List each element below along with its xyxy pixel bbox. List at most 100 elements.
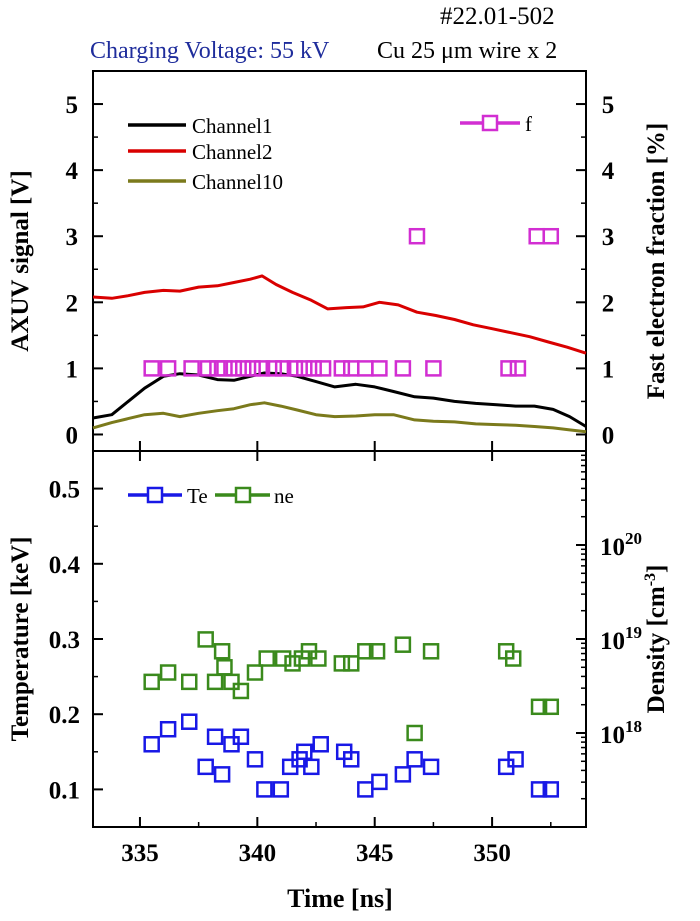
bottom-y-tick-label: 0.2 bbox=[49, 702, 80, 729]
ne-point bbox=[406, 724, 423, 742]
f-point bbox=[244, 360, 261, 377]
te-point bbox=[256, 781, 273, 798]
ne-point bbox=[542, 698, 560, 716]
series-line-channel10 bbox=[92, 401, 587, 434]
ne-point bbox=[246, 664, 264, 681]
f-point bbox=[509, 360, 527, 377]
f-point bbox=[371, 360, 388, 377]
ne-point bbox=[394, 636, 412, 653]
bottom-y-tick-label: 0.5 bbox=[49, 477, 80, 504]
ne-point bbox=[342, 655, 360, 672]
f-point bbox=[342, 360, 360, 377]
legend-label-te: Te bbox=[187, 484, 208, 508]
f-point bbox=[314, 360, 332, 377]
ne-point bbox=[223, 673, 240, 691]
f-point bbox=[234, 360, 252, 377]
te-point bbox=[357, 781, 374, 798]
te-point bbox=[159, 720, 177, 738]
te-point bbox=[342, 751, 360, 768]
bottom-panel-markers bbox=[143, 631, 560, 798]
f-point bbox=[199, 360, 217, 377]
te-point bbox=[303, 758, 320, 776]
density-label-main: Density [cm bbox=[643, 586, 670, 713]
legend-marker-ne bbox=[234, 486, 252, 504]
legend-label-channel1: Channel1 bbox=[192, 114, 272, 138]
te-point bbox=[246, 751, 264, 768]
f-point bbox=[183, 360, 200, 377]
ne-point bbox=[143, 673, 160, 691]
te-point bbox=[206, 728, 224, 746]
ne-point bbox=[216, 659, 233, 676]
top-panel: 0 01 12 23 34 45 5 Channel1Channel2Channel10f … bbox=[7, 70, 670, 452]
f-point bbox=[296, 360, 313, 377]
legend-marker-te bbox=[146, 486, 164, 504]
ne-point bbox=[368, 643, 386, 660]
shot-number: #22.01-502 bbox=[440, 3, 555, 30]
f-point bbox=[542, 227, 560, 245]
te-point bbox=[272, 781, 290, 798]
te-point bbox=[542, 781, 560, 798]
te-point bbox=[371, 773, 388, 791]
bottom-y2-axis-label: Density [cm-3] bbox=[642, 565, 670, 714]
f-point bbox=[394, 360, 412, 377]
f-point bbox=[528, 227, 545, 245]
te-point bbox=[394, 766, 412, 783]
series-line-channel1 bbox=[92, 371, 587, 428]
f-point bbox=[225, 360, 243, 377]
density-tick-exp: 20 bbox=[625, 529, 642, 548]
te-point bbox=[422, 758, 440, 776]
ne-point bbox=[159, 664, 177, 681]
ne-point bbox=[504, 650, 522, 667]
ne-point bbox=[258, 650, 275, 667]
f-point bbox=[159, 360, 177, 377]
top-y-tick-label: 1 bbox=[66, 356, 79, 383]
top-y-axis-label: AXUV signal [V] bbox=[7, 170, 34, 352]
legend-label-f: f bbox=[525, 112, 532, 136]
f-point bbox=[253, 360, 271, 377]
legend-label-ne: ne bbox=[274, 484, 294, 508]
f-point bbox=[143, 360, 160, 377]
x-axis-label: Time [ns] bbox=[287, 884, 393, 913]
top-y-tick-label: 4 bbox=[66, 158, 79, 185]
x-tick-label: 340 bbox=[239, 840, 277, 867]
bottom-y-tick-label: 0.3 bbox=[49, 627, 80, 654]
ne-point bbox=[181, 673, 198, 691]
charging-voltage-label: Charging Voltage: 55 kV bbox=[90, 38, 330, 64]
f-point bbox=[333, 360, 351, 377]
te-point bbox=[530, 781, 548, 798]
density-tick-label: 1020 bbox=[600, 529, 642, 561]
ne-point bbox=[530, 698, 548, 716]
te-point bbox=[507, 751, 524, 768]
f-point bbox=[286, 360, 304, 377]
f-point bbox=[274, 360, 292, 377]
te-point bbox=[143, 736, 160, 753]
x-tick-label: 335 bbox=[121, 840, 159, 867]
top-y2-tick-label: 0 bbox=[602, 422, 615, 449]
bottom-panel-legend: Te ne bbox=[128, 484, 294, 508]
top-y2-tick-label: 2 bbox=[602, 290, 615, 317]
top-y-tick-label: 0 bbox=[66, 422, 79, 449]
te-point bbox=[312, 736, 329, 753]
f-point bbox=[216, 360, 233, 377]
top-y-tick-label: 5 bbox=[66, 92, 79, 119]
f-point bbox=[305, 360, 322, 377]
ne-point bbox=[206, 673, 224, 691]
top-y-tick-label: 2 bbox=[66, 290, 79, 317]
density-label-exp: -3 bbox=[642, 573, 659, 586]
bottom-y-tick-label: 0.4 bbox=[49, 552, 81, 579]
x-tick-label: 345 bbox=[356, 840, 394, 867]
ne-point bbox=[274, 650, 292, 667]
top-y2-tick-label: 4 bbox=[602, 158, 615, 185]
top-y2-tick-label: 3 bbox=[602, 224, 615, 251]
top-y2-axis-label: Fast electron fraction [%] bbox=[643, 123, 670, 400]
top-y2-tick-label: 5 bbox=[602, 92, 615, 119]
ne-point bbox=[232, 682, 250, 700]
ne-point bbox=[310, 650, 327, 667]
top-panel-markers bbox=[143, 227, 560, 377]
legend-label-channel10: Channel10 bbox=[192, 170, 283, 194]
f-point bbox=[500, 360, 517, 377]
bottom-y-axis-label: Temperature [keV] bbox=[7, 537, 34, 742]
